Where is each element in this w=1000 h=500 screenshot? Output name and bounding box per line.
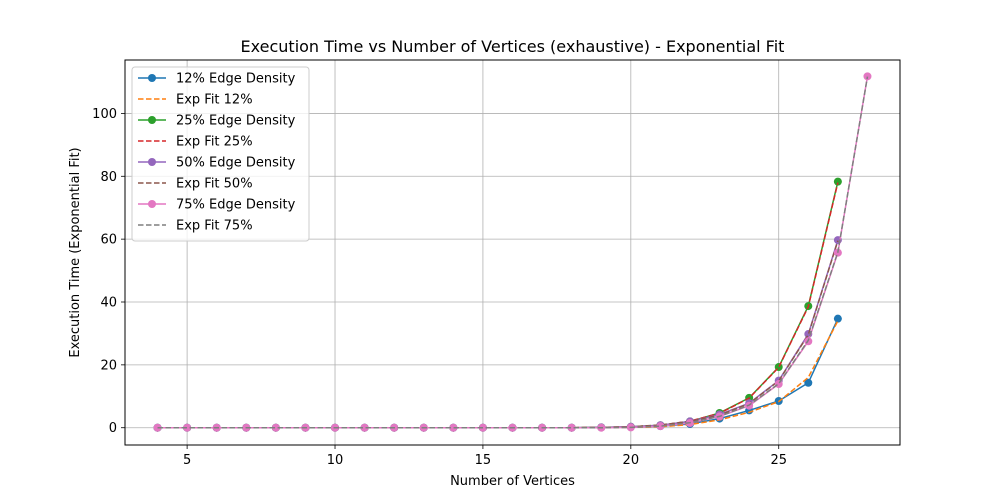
y-tick-label: 100 [92,107,117,122]
y-tick-label: 40 [100,296,117,311]
legend-entry: Exp Fit 12% [176,93,253,108]
x-tick-label: 25 [770,453,787,468]
series-fit-7 [157,76,869,429]
legend-marker [148,74,156,82]
data-point [360,423,369,432]
x-tick-label: 10 [327,453,344,468]
y-axis-title: Execution Time (Exponential Fit) [68,147,83,357]
legend-marker [148,158,156,166]
data-point [863,72,872,81]
data-point [656,422,665,431]
legend-box [131,66,310,242]
data-point [567,423,576,432]
fit-line [157,76,869,429]
x-axis-title: Number of Vertices [450,474,575,489]
legend-entry: 25% Edge Density [176,114,296,129]
data-point [774,380,783,389]
ticks: 5 10 15 20 25 0 20 40 60 80 100 [92,107,787,468]
plot-frame [124,59,901,446]
y-tick-label: 0 [109,421,117,436]
x-tick-label: 20 [623,453,640,468]
legend-entry: 12% Edge Density [176,72,296,87]
y-tick-label: 80 [100,170,117,185]
legend: 12% Edge Density Exp Fit 12% 25% Edge Dens… [131,66,310,242]
legend-entry: Exp Fit 75% [176,219,253,234]
legend-entry: 50% Edge Density [176,156,296,171]
chart-title: Execution Time vs Number of Vertices (ex… [241,37,785,56]
data-point [153,423,162,432]
data-point [804,378,813,387]
legend-marker [148,116,156,124]
y-tick-label: 20 [100,358,117,373]
x-tick-label: 5 [183,453,191,468]
legend-entry: Exp Fit 50% [176,177,253,192]
legend-marker [148,200,156,208]
data-point [271,423,280,432]
x-tick-label: 15 [475,453,492,468]
data-point [449,423,458,432]
legend-entry: 75% Edge Density [176,198,296,213]
series-group [153,72,872,432]
data-point [833,177,842,186]
legend-entry: Exp Fit 25% [176,135,253,150]
data-point [183,423,192,432]
data-point [833,314,842,323]
y-tick-label: 60 [100,233,117,248]
